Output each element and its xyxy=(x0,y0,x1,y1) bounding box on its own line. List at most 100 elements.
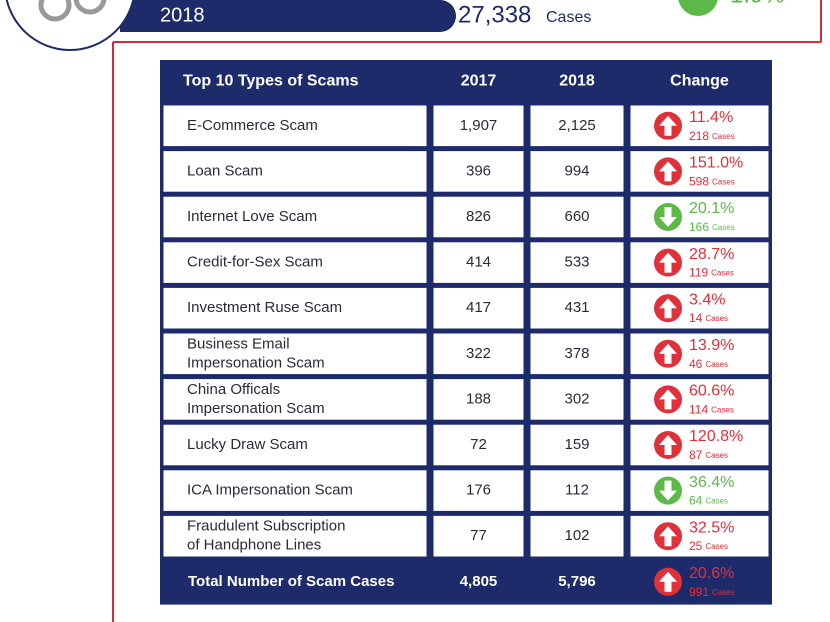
change-arrow xyxy=(659,115,677,136)
banner-change: 1.9% xyxy=(730,0,785,8)
logo-mark xyxy=(73,0,107,15)
change-percent: 28.7% xyxy=(689,246,734,263)
change-cases: 119 Cases xyxy=(689,266,734,280)
value-2017: 417 xyxy=(466,299,491,316)
change-cases: 46 Cases xyxy=(689,357,728,371)
banner-total: 27,338 xyxy=(458,1,531,28)
value-2018: 112 xyxy=(565,482,589,499)
change-cases-unit: Cases xyxy=(705,542,728,551)
value-2018: 302 xyxy=(564,390,589,407)
change-cases-number: 991 xyxy=(689,585,709,599)
change-cases-unit: Cases xyxy=(712,223,735,232)
value-2018: 102 xyxy=(564,527,589,544)
table-cell xyxy=(629,195,770,239)
table-cell xyxy=(432,514,525,558)
scam-name: ICA Impersonation Scam xyxy=(187,482,353,499)
column-header: 2017 xyxy=(461,73,497,90)
table-cell xyxy=(432,423,525,467)
table-cell xyxy=(529,104,625,148)
year-bar xyxy=(120,0,456,32)
value-2017: 396 xyxy=(466,162,491,179)
table-cell xyxy=(529,241,625,284)
change-cases: 64 Cases xyxy=(689,494,728,508)
table-cell xyxy=(432,150,525,193)
value-2017: 4,805 xyxy=(460,573,498,590)
change-cases-unit: Cases xyxy=(712,178,735,187)
change-cases-unit: Cases xyxy=(712,132,735,141)
change-cases-number: 25 xyxy=(689,539,703,553)
change-percent: 120.8% xyxy=(689,428,743,445)
change-arrow xyxy=(659,343,677,364)
table-cell xyxy=(432,286,525,330)
change-cases-number: 114 xyxy=(689,403,708,417)
value-2017: 176 xyxy=(466,482,491,499)
table-cell xyxy=(162,514,428,558)
value-2017: 322 xyxy=(466,345,491,362)
banner-unit: Cases xyxy=(546,9,591,26)
table-cell xyxy=(162,195,428,239)
change-arrow xyxy=(659,526,677,547)
change-cases: 218 Cases xyxy=(689,129,735,143)
table-cell xyxy=(162,286,428,330)
table-cell xyxy=(629,241,770,284)
value-2018: 431 xyxy=(564,299,589,316)
banner-year: 2018 xyxy=(160,4,205,26)
change-arrow xyxy=(659,207,677,227)
table-cell xyxy=(432,195,525,239)
table-cell xyxy=(529,423,625,467)
logo-circle xyxy=(5,0,135,51)
table-cell xyxy=(529,514,625,558)
change-percent: 13.9% xyxy=(689,337,734,354)
change-arrow xyxy=(659,252,677,273)
change-cases: 991 Cases xyxy=(689,585,735,599)
change-cases-number: 46 xyxy=(689,357,703,371)
table-cell xyxy=(162,423,428,467)
change-percent: 60.6% xyxy=(689,383,734,400)
table-cell xyxy=(629,332,770,376)
change-cases-number: 598 xyxy=(689,175,709,189)
change-arrow xyxy=(659,161,677,182)
table-cell xyxy=(629,104,770,148)
change-cases-unit: Cases xyxy=(705,497,728,506)
scam-name: of Handphone Lines xyxy=(187,537,321,554)
table-cell xyxy=(432,332,525,376)
table-cell xyxy=(432,104,525,148)
change-cases-unit: Cases xyxy=(711,269,734,278)
scam-name: Investment Ruse Scam xyxy=(187,299,342,316)
scam-name: Loan Scam xyxy=(187,162,263,179)
value-2017: 77 xyxy=(470,527,487,544)
change-cases: 166 Cases xyxy=(689,220,735,234)
table-cell xyxy=(432,469,525,512)
value-2018: 2,125 xyxy=(558,117,596,134)
table-cell xyxy=(529,469,625,512)
value-2017: 414 xyxy=(466,254,491,271)
column-header: Top 10 Types of Scams xyxy=(183,73,359,90)
table-cell xyxy=(629,423,770,467)
change-cases: 25 Cases xyxy=(689,539,728,553)
table-cell xyxy=(432,378,525,421)
change-cases-unit: Cases xyxy=(705,314,728,323)
table-cell xyxy=(629,514,770,558)
value-2018: 159 xyxy=(564,436,589,453)
scam-name: Internet Love Scam xyxy=(187,208,317,225)
scam-name: Total Number of Scam Cases xyxy=(188,573,394,590)
table-cell xyxy=(529,195,625,239)
value-2017: 188 xyxy=(466,390,491,407)
table-cell xyxy=(529,286,625,330)
change-cases: 14 Cases xyxy=(689,311,728,325)
table-cell xyxy=(162,241,428,284)
value-2018: 660 xyxy=(564,208,589,225)
change-percent: 36.4% xyxy=(689,474,734,491)
value-2017: 826 xyxy=(466,208,491,225)
table-cell xyxy=(529,332,625,376)
table-cell xyxy=(529,378,625,421)
change-arrow xyxy=(659,298,677,319)
change-cases-number: 64 xyxy=(689,494,703,508)
banner-icon xyxy=(678,0,718,16)
change-cases-unit: Cases xyxy=(705,451,728,460)
table-cell xyxy=(629,286,770,330)
change-arrow xyxy=(659,571,677,592)
value-2017: 1,907 xyxy=(460,117,498,134)
table: Top 10 Types of Scams 2017 2018 Change E-Com… xyxy=(160,60,772,605)
